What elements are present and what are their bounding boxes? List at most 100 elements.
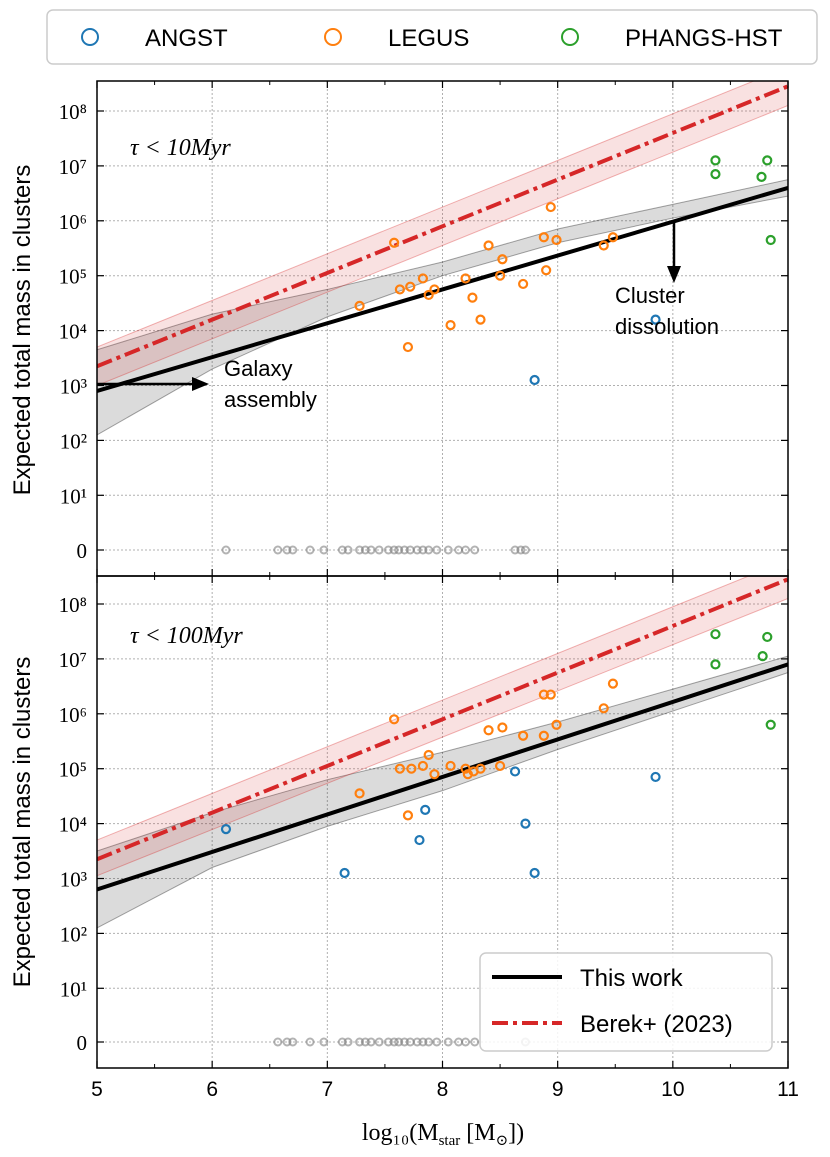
data-point-phangs-hst	[710, 659, 721, 670]
data-point-zero	[389, 1037, 399, 1047]
x-axis-label-sub: star	[439, 1133, 461, 1149]
data-point-legus	[518, 730, 529, 741]
x-tick-label: 10	[661, 1078, 684, 1101]
y-tick-label: 10⁵	[59, 265, 87, 289]
data-point-angst	[650, 314, 661, 325]
bottom-legend: This work Berek+ (2023)	[479, 952, 773, 1052]
data-point-angst	[529, 374, 540, 386]
data-point-legus	[429, 769, 440, 780]
data-point-legus	[402, 341, 414, 353]
data-point-legus	[483, 240, 494, 251]
annotation-galaxy: Galaxy	[224, 356, 292, 381]
data-point-legus	[354, 300, 365, 311]
data-point-zero	[343, 1037, 353, 1047]
y-axis-label-top: Expected total mass in clusters	[9, 165, 36, 496]
data-point-zero	[412, 1037, 422, 1047]
y-tick-label: 10³	[60, 375, 87, 399]
data-point-angst	[414, 834, 425, 846]
data-point-phangs-hst	[756, 171, 767, 182]
y-tick-label: 10⁸	[59, 100, 87, 124]
y-tick-label: 10⁵	[59, 758, 87, 782]
this-work-band	[97, 179, 788, 436]
top-legend: ANGST LEGUS PHANGS-HST	[46, 9, 818, 65]
y-tick-label: 10²	[60, 429, 87, 453]
data-point-zero	[516, 545, 526, 555]
annotation-cluster: Cluster	[615, 283, 685, 308]
data-point-angst	[420, 804, 431, 815]
data-point-zero	[443, 1037, 453, 1047]
top-legend-frame	[46, 9, 818, 65]
data-point-phangs-hst	[710, 169, 721, 180]
data-point-angst	[650, 771, 661, 783]
data-point-phangs-hst	[762, 631, 773, 643]
y-tick-label: 10¹	[60, 977, 87, 1001]
legend-marker-angst	[81, 28, 99, 46]
data-point-zero	[319, 545, 329, 555]
data-point-zero	[418, 545, 428, 555]
y-tick-label: 10⁶	[59, 210, 87, 234]
berek-band	[97, 576, 788, 877]
data-point-zero	[366, 545, 376, 555]
data-point-legus	[354, 788, 365, 799]
data-point-zero	[337, 545, 347, 555]
data-point-legus	[423, 289, 434, 301]
y-tick-label: 0	[77, 539, 88, 563]
data-point-legus	[545, 201, 556, 213]
data-point-legus	[538, 730, 549, 741]
this-work-line	[97, 185, 788, 393]
data-point-legus	[467, 292, 478, 303]
y-tick-label: 10¹	[60, 484, 87, 508]
data-point-zero	[424, 545, 434, 555]
data-point-legus	[483, 725, 494, 736]
data-point-zero	[319, 1037, 329, 1047]
data-point-zero	[288, 545, 298, 555]
y-tick-label: 10⁷	[59, 648, 87, 672]
data-point-angst	[220, 823, 232, 835]
data-point-zero	[374, 1037, 384, 1047]
data-point-zero	[282, 1037, 292, 1047]
data-point-zero	[461, 1037, 471, 1047]
y-tick-label: 10⁴	[59, 813, 87, 837]
data-point-legus	[423, 749, 434, 761]
data-point-legus	[598, 703, 609, 714]
data-point-legus	[541, 265, 552, 276]
data-point-legus	[460, 273, 471, 284]
data-point-legus	[429, 284, 440, 295]
x-axis-label-unit: [M	[460, 1120, 495, 1146]
berek-band	[97, 81, 788, 387]
legend-label-this-work: This work	[580, 965, 684, 992]
data-point-zero	[343, 545, 353, 555]
data-point-legus	[406, 763, 417, 774]
bottom-panel: 5 6 7 8 9 10 11 0 10¹ 10² 10³ 10⁴ 10⁵ 10⁶ 10⁷ 10⁸	[59, 575, 799, 1101]
data-point-phangs-hst	[765, 719, 776, 730]
data-point-legus	[389, 714, 400, 725]
top-panel-label: τ < 10Myr	[130, 135, 231, 161]
data-point-zero	[305, 1037, 315, 1047]
data-point-legus	[497, 254, 508, 265]
data-point-legus	[545, 689, 556, 700]
data-point-legus	[394, 284, 405, 295]
data-point-zero	[337, 1037, 347, 1047]
data-point-zero	[510, 545, 520, 555]
this-work-line	[97, 662, 788, 892]
data-point-phangs-hst	[710, 155, 721, 166]
y-tick-label: 10⁴	[59, 320, 87, 344]
data-point-zero	[412, 545, 422, 555]
data-point-zero	[394, 545, 404, 555]
x-tick-label: 8	[437, 1078, 449, 1101]
x-axis-label: log₁₀(Mstar [M⊙])	[362, 1120, 524, 1149]
data-point-legus	[551, 234, 562, 246]
data-point-zero	[461, 545, 471, 555]
data-point-phangs-hst	[762, 155, 773, 166]
data-point-zero	[221, 545, 231, 555]
data-point-zero	[399, 1037, 409, 1047]
data-point-legus	[417, 273, 429, 284]
annotation-dissolution: dissolution	[615, 314, 719, 339]
y-tick-label: 10⁸	[59, 593, 87, 617]
data-point-zero	[383, 1037, 393, 1047]
y-tick-label: 10⁶	[59, 703, 87, 727]
data-point-legus	[445, 320, 456, 331]
data-point-legus	[497, 722, 508, 733]
data-point-legus	[607, 678, 619, 689]
